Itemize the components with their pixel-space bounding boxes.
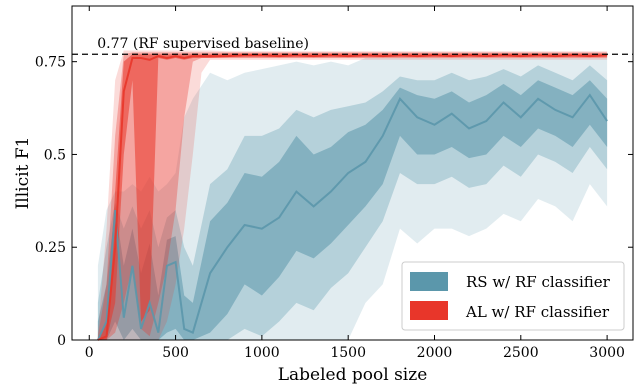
x-axis-ticks: 0 500 1000 1500 2000 2500 3000 bbox=[85, 6, 625, 361]
legend-swatch-al bbox=[410, 301, 448, 320]
al-median-line bbox=[97, 53, 608, 341]
legend-swatch-rs bbox=[410, 272, 448, 291]
x-tick-label: 500 bbox=[162, 345, 189, 361]
legend: RS w/ RF classifier AL w/ RF classifier bbox=[401, 261, 625, 331]
legend-label-al: AL w/ RF classifier bbox=[465, 303, 610, 321]
baseline-label: 0.77 (RF supervised baseline) bbox=[97, 36, 309, 52]
y-axis-ticks: 0 0.25 0.5 0.75 bbox=[35, 55, 633, 349]
x-tick-label: 3000 bbox=[589, 345, 625, 361]
series-bands bbox=[97, 50, 608, 341]
y-tick-label: 0 bbox=[57, 333, 66, 349]
x-tick-label: 2500 bbox=[503, 345, 539, 361]
x-tick-label: 1000 bbox=[244, 345, 280, 361]
x-tick-label: 1500 bbox=[330, 345, 366, 361]
y-tick-label: 0.75 bbox=[35, 55, 66, 71]
x-tick-label: 2000 bbox=[417, 345, 453, 361]
x-tick-label: 0 bbox=[85, 345, 94, 361]
series-median-lines bbox=[96, 53, 608, 341]
rs-band-inner bbox=[97, 80, 608, 340]
y-tick-label: 0.25 bbox=[35, 240, 66, 256]
axes-frame bbox=[71, 5, 634, 341]
y-axis-label: Illicit F1 bbox=[13, 137, 33, 210]
y-tick-label: 0.5 bbox=[44, 147, 66, 163]
legend-label-rs: RS w/ RF classifier bbox=[466, 273, 611, 291]
al-band-inner bbox=[97, 53, 608, 340]
x-axis-label: Labeled pool size bbox=[278, 365, 428, 385]
legend-box bbox=[401, 261, 625, 331]
rs-median-line bbox=[96, 93, 608, 341]
